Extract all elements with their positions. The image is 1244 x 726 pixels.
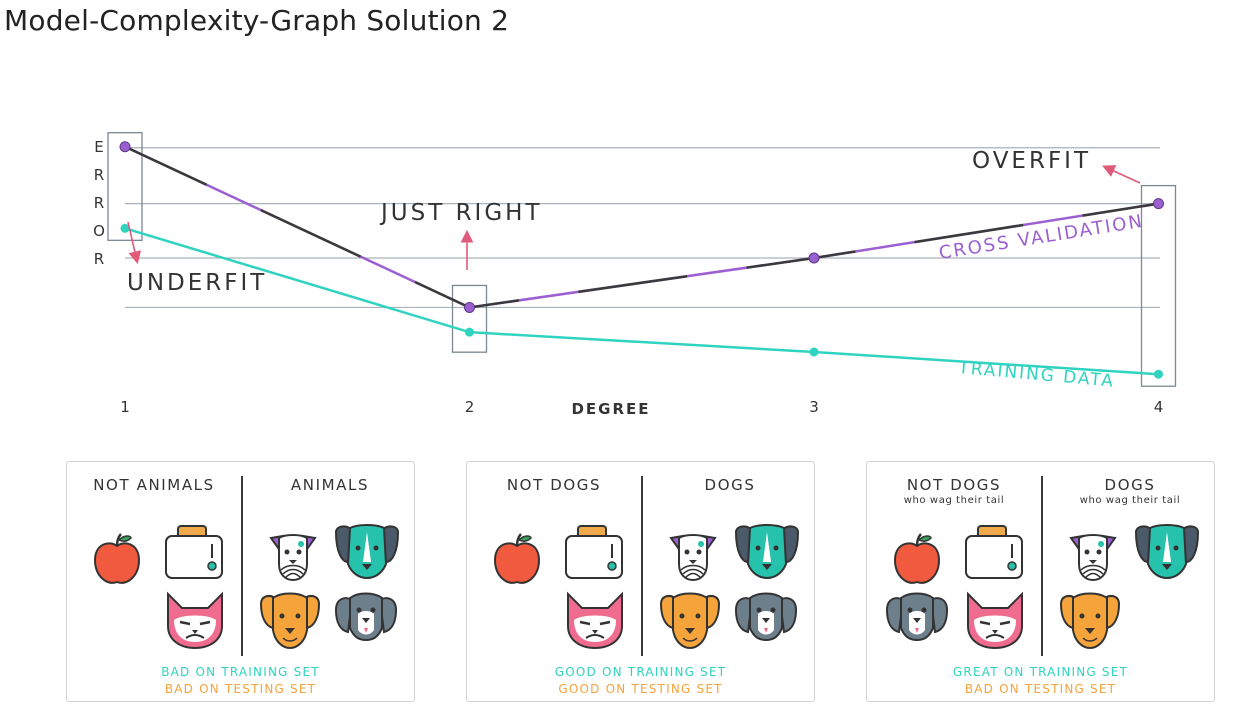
just-right-box — [451, 284, 488, 353]
underfit-arrow — [127, 221, 142, 265]
panel-right-heading: DOGS who wag their tail — [1043, 476, 1217, 506]
panel-divider — [1041, 476, 1043, 656]
panel-left-subheading: who wag their tail — [903, 495, 1005, 506]
panel-underfit: NOT ANIMALS ANIMALS BAD ON TRAINING SET … — [66, 461, 415, 702]
training-data-point — [465, 327, 474, 337]
teal-dog-icon — [732, 522, 802, 584]
cross-validation-point — [1153, 198, 1164, 210]
panel-right-subheading: who wag their tail — [1079, 495, 1181, 506]
cross-validation-line-dark-segments — [124, 145, 1159, 309]
x-tick-label: 2 — [465, 398, 475, 416]
x-tick-label: 3 — [809, 398, 819, 416]
y-axis-label-letter: E — [94, 138, 103, 156]
panel-right-heading: ANIMALS — [290, 476, 370, 494]
panel-testing-result: BAD ON TESTING SET — [164, 682, 317, 696]
cross-validation-point — [464, 301, 475, 313]
training-data-point — [1154, 369, 1163, 379]
orange-dog-icon — [657, 590, 723, 654]
panel-left-heading: NOT DOGS — [506, 476, 602, 494]
x-axis-label: DEGREE — [571, 400, 650, 418]
panel-testing-result: GOOD ON TESTING SET — [558, 682, 723, 696]
overfit-arrow — [1102, 165, 1141, 184]
underfit-label: UNDERFIT — [127, 270, 267, 296]
gray-dog-icon — [883, 590, 951, 646]
just-right-label: JUST RIGHT — [379, 200, 543, 226]
panel-training-result: GREAT ON TRAINING SET — [952, 665, 1129, 679]
apple-icon — [887, 530, 947, 594]
apple-icon — [87, 530, 147, 594]
toaster-icon — [562, 522, 626, 586]
cat-icon — [962, 590, 1028, 654]
dalmatian-icon — [665, 530, 721, 590]
cat-icon — [562, 590, 628, 654]
y-axis-label-letter: O — [93, 222, 105, 240]
overfit-box — [1140, 184, 1177, 387]
orange-dog-icon — [1057, 590, 1123, 654]
training-data-point — [120, 223, 130, 233]
dalmatian-icon — [265, 530, 321, 590]
x-tick-label: 1 — [120, 398, 130, 416]
teal-dog-icon — [332, 522, 402, 584]
toaster-icon — [162, 522, 226, 586]
teal-dog-icon — [1132, 522, 1202, 584]
gray-dog-icon — [732, 590, 800, 646]
cross-validation-point — [119, 141, 131, 153]
panel-left-heading: NOT ANIMALS — [93, 476, 215, 494]
panel-testing-result: BAD ON TESTING SET — [964, 682, 1117, 696]
training-data-label: TRAINING DATA — [957, 358, 1116, 392]
y-axis-label-letter: R — [94, 194, 104, 212]
gray-dog-icon — [332, 590, 400, 646]
overfit-label: OVERFIT — [972, 148, 1091, 174]
apple-icon — [487, 530, 547, 594]
panel-divider — [241, 476, 243, 656]
training-data-line — [124, 227, 1159, 376]
panel-left-heading: NOT DOGS who wag their tail — [867, 476, 1041, 506]
panel-training-result: BAD ON TRAINING SET — [161, 665, 320, 679]
page-title: Model-Complexity-Graph Solution 2 — [4, 4, 510, 37]
panel-overfit: NOT DOGS who wag their tail DOGS who wag t… — [866, 461, 1215, 702]
cross-validation-point — [808, 252, 820, 264]
y-axis-label-letter: R — [94, 250, 104, 268]
panel-just-right: NOT DOGS DOGS GOOD ON TRAINING SET GOOD … — [466, 461, 815, 702]
training-data-point — [809, 347, 819, 357]
panel-training-result: GOOD ON TRAINING SET — [554, 665, 727, 679]
y-axis-label-letter: R — [94, 166, 104, 184]
toaster-icon — [962, 522, 1026, 586]
panel-right-heading: DOGS — [704, 476, 756, 494]
cat-icon — [162, 590, 228, 654]
orange-dog-icon — [257, 590, 323, 654]
underfit-box — [107, 132, 143, 241]
x-tick-label: 4 — [1154, 398, 1164, 416]
dalmatian-icon — [1065, 530, 1121, 590]
panel-divider — [641, 476, 643, 656]
cross-validation-label: CROSS VALIDATION — [937, 211, 1145, 264]
